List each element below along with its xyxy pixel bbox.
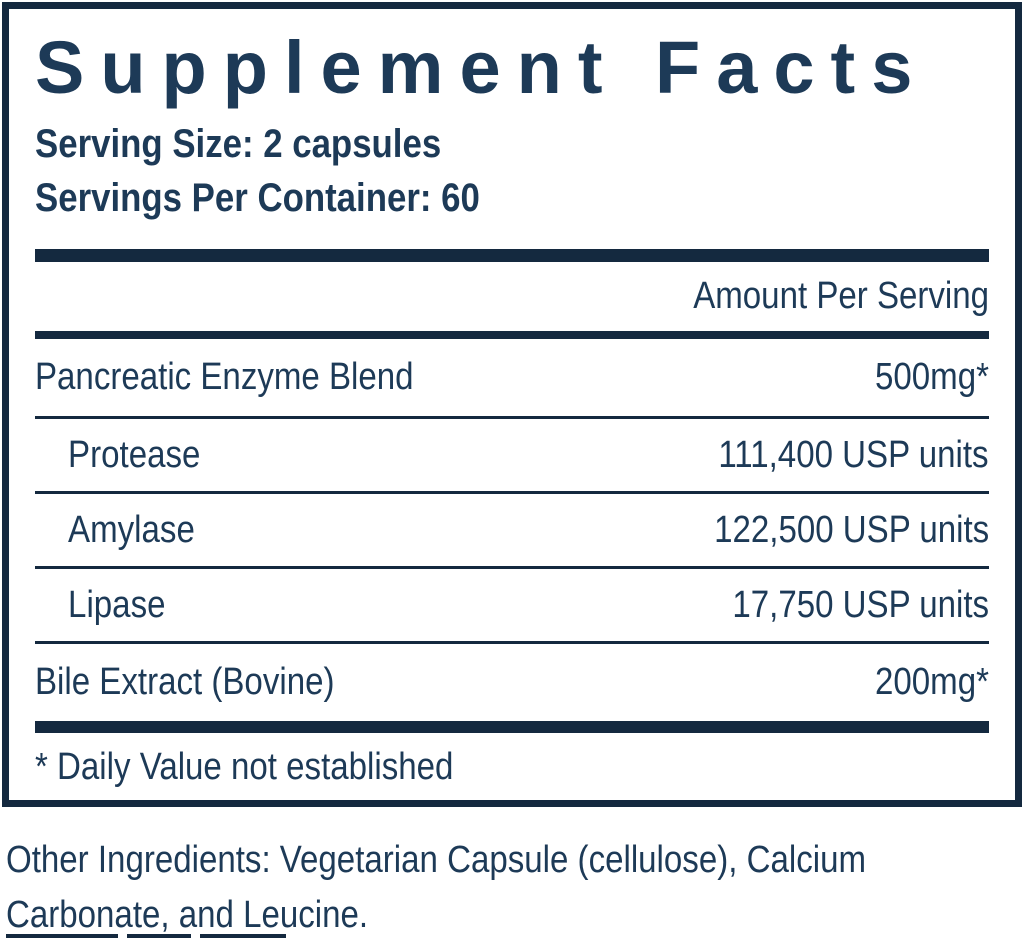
serving-size-text: Serving Size: 2 capsules: [35, 122, 442, 166]
amount-per-serving-header-row: Amount Per Serving: [35, 262, 989, 331]
other-ingredients-line-1: Other Ingredients: Vegetarian Capsule (c…: [6, 839, 867, 881]
cropped-next-line-artifact: [6, 934, 286, 938]
ingredient-amount: 17,750 USP units: [732, 583, 989, 626]
ingredient-name: Pancreatic Enzyme Blend: [35, 356, 414, 398]
daily-value-footnote-row: * Daily Value not established: [35, 733, 989, 801]
other-ingredients-paragraph: Other Ingredients: Vegetarian Capsule (c…: [6, 833, 995, 938]
serving-size-line: Serving Size: 2 capsules: [35, 117, 989, 171]
ingredient-name: Amylase: [68, 508, 195, 551]
supplement-facts-box: Supplement Facts Serving Size: 2 capsule…: [2, 2, 1022, 807]
ingredient-name: Protease: [68, 433, 201, 476]
other-ingredients-line-2: Carbonate, and Leucine.: [6, 894, 369, 936]
amount-per-serving-header: Amount Per Serving: [693, 275, 989, 317]
serving-info-section: Serving Size: 2 capsules Servings Per Co…: [35, 117, 989, 225]
thick-divider-top: [35, 249, 989, 262]
ingredient-name: Bile Extract (Bovine): [35, 661, 335, 703]
ingredient-name: Lipase: [68, 583, 166, 626]
ingredient-row: Protease 111,400 USP units: [35, 419, 989, 494]
ingredient-amount: 111,400 USP units: [718, 433, 989, 476]
ingredient-row: Pancreatic Enzyme Blend 500mg*: [35, 339, 989, 419]
servings-per-container-text: Servings Per Container: 60: [35, 176, 480, 220]
ingredient-amount: 200mg*: [875, 661, 989, 703]
servings-per-container-line: Servings Per Container: 60: [35, 171, 989, 225]
ingredient-row: Amylase 122,500 USP units: [35, 494, 989, 569]
ingredient-amount: 500mg*: [875, 356, 989, 398]
ingredient-row: Bile Extract (Bovine) 200mg*: [35, 644, 989, 721]
supplement-facts-title: Supplement Facts: [35, 26, 929, 109]
medium-divider: [35, 331, 989, 339]
thick-divider-bottom: [35, 721, 989, 733]
daily-value-footnote: * Daily Value not established: [35, 745, 454, 788]
ingredient-amount: 122,500 USP units: [713, 508, 989, 551]
ingredient-row: Lipase 17,750 USP units: [35, 569, 989, 644]
